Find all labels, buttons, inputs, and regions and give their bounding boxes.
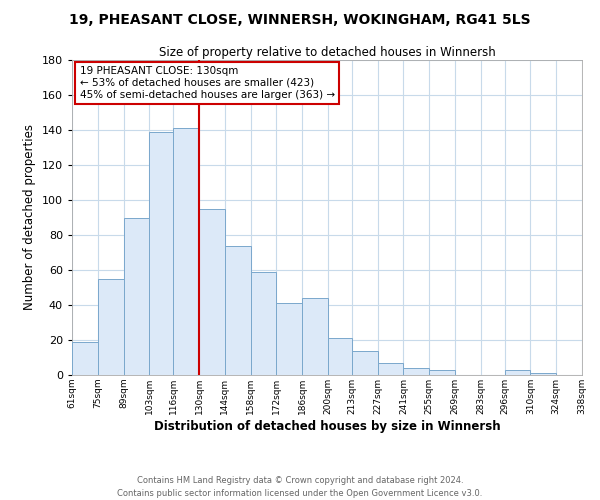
Bar xyxy=(72,342,98,375)
Text: Contains HM Land Registry data © Crown copyright and database right 2024.
Contai: Contains HM Land Registry data © Crown c… xyxy=(118,476,482,498)
Y-axis label: Number of detached properties: Number of detached properties xyxy=(23,124,36,310)
Bar xyxy=(505,370,530,375)
Bar xyxy=(124,218,149,375)
Bar xyxy=(352,350,377,375)
Bar xyxy=(403,368,429,375)
Text: 19 PHEASANT CLOSE: 130sqm
← 53% of detached houses are smaller (423)
45% of semi: 19 PHEASANT CLOSE: 130sqm ← 53% of detac… xyxy=(80,66,335,100)
Bar xyxy=(277,303,302,375)
Title: Size of property relative to detached houses in Winnersh: Size of property relative to detached ho… xyxy=(158,46,496,59)
X-axis label: Distribution of detached houses by size in Winnersh: Distribution of detached houses by size … xyxy=(154,420,500,432)
Bar xyxy=(98,279,124,375)
Bar xyxy=(199,209,225,375)
Bar xyxy=(302,298,328,375)
Bar xyxy=(328,338,352,375)
Text: 19, PHEASANT CLOSE, WINNERSH, WOKINGHAM, RG41 5LS: 19, PHEASANT CLOSE, WINNERSH, WOKINGHAM,… xyxy=(69,12,531,26)
Bar xyxy=(173,128,199,375)
Bar xyxy=(530,373,556,375)
Bar xyxy=(149,132,173,375)
Bar xyxy=(377,363,403,375)
Bar xyxy=(429,370,455,375)
Bar xyxy=(251,272,277,375)
Bar xyxy=(225,246,251,375)
